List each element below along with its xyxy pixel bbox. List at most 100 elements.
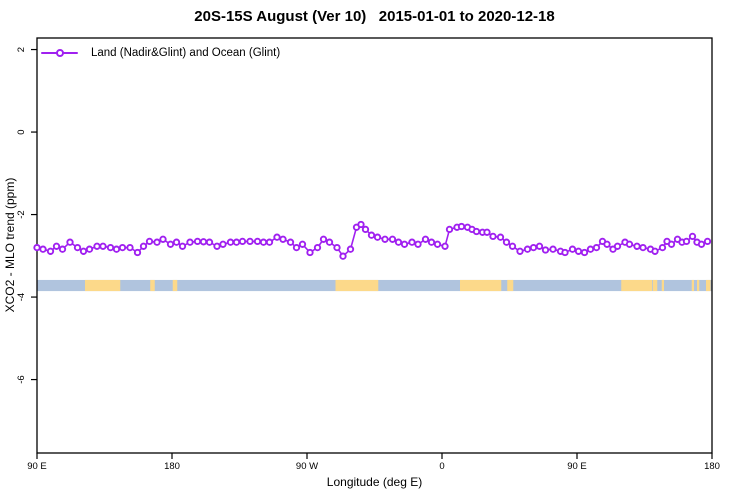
x-tick-label: 180: [164, 461, 180, 472]
data-point: [613, 242, 622, 250]
data-point: [658, 243, 667, 252]
land-segment: [150, 279, 155, 292]
data-point: [153, 238, 161, 246]
data-point: [489, 232, 497, 241]
data-point: [58, 245, 67, 253]
data-point: [99, 242, 107, 250]
data-point: [259, 238, 268, 246]
data-point: [414, 240, 422, 248]
land-segment: [85, 279, 121, 292]
data-point: [361, 225, 370, 234]
data-point: [580, 248, 589, 257]
data-point: [682, 237, 691, 246]
data-point: [516, 247, 524, 255]
data-point: [388, 235, 397, 243]
data-point: [346, 245, 355, 253]
data-point: [421, 235, 430, 243]
data-point: [313, 243, 322, 252]
data-point: [292, 243, 301, 252]
y-tick-label: -2: [16, 210, 27, 218]
legend-label: Land (Nadir&Glint) and Ocean (Glint): [91, 47, 281, 59]
land-segment: [172, 279, 178, 292]
chart-title: 20S-15S August (Ver 10) 2015-01-01 to 20…: [194, 8, 555, 25]
data-point: [106, 243, 115, 252]
data-point: [178, 242, 187, 250]
data-point: [408, 238, 416, 246]
data-point: [457, 222, 466, 231]
y-tick-label: -6: [16, 375, 27, 383]
data-point: [508, 242, 517, 250]
data-point: [339, 252, 347, 260]
data-point: [703, 237, 712, 246]
data-point: [52, 242, 61, 250]
data-point: [33, 243, 41, 252]
x-tick-label: 0: [439, 461, 444, 472]
data-point: [367, 231, 376, 239]
land-segment: [661, 279, 664, 292]
data-point: [85, 245, 94, 253]
land-segment: [697, 279, 700, 292]
data-point: [535, 242, 544, 250]
legend-circle-marker-icon: [55, 49, 64, 57]
data-point: [357, 220, 365, 229]
data-point: [232, 238, 241, 246]
data-point: [483, 228, 491, 236]
data-point: [186, 238, 194, 246]
y-tick-label: -4: [16, 293, 27, 301]
y-tick-label: 2: [16, 47, 27, 52]
data-point: [625, 240, 634, 248]
data-point: [325, 238, 334, 246]
data-point: [193, 237, 202, 246]
x-tick-label: 180: [704, 461, 720, 472]
x-tick-label: 90 E: [567, 461, 587, 472]
data-point: [159, 235, 167, 243]
data-point: [394, 238, 403, 246]
data-point: [172, 238, 181, 246]
data-point: [298, 240, 307, 248]
data-point: [226, 238, 235, 246]
data-point: [400, 240, 409, 248]
data-point: [279, 235, 287, 243]
data-point: [93, 242, 101, 250]
data-point: [433, 240, 442, 248]
data-point: [286, 238, 295, 246]
data-point: [381, 235, 389, 243]
data-point: [46, 247, 55, 255]
data-point: [306, 248, 314, 257]
land-segment: [706, 279, 711, 292]
plot-box: [36, 37, 713, 454]
data-point: [697, 240, 706, 248]
data-point: [139, 242, 148, 250]
data-point: [133, 248, 142, 257]
data-point: [126, 243, 134, 252]
data-point: [79, 247, 88, 255]
land-segment: [507, 279, 514, 292]
data-point: [118, 243, 127, 252]
land-segment: [652, 279, 658, 292]
land-segment: [460, 279, 502, 292]
data-point: [219, 240, 227, 248]
data-point: [502, 238, 511, 246]
data-point: [112, 245, 121, 253]
data-point: [145, 237, 154, 246]
data-point: [246, 237, 254, 246]
x-axis-label: Longitude (deg E): [326, 475, 423, 489]
x-tick-label: 90 E: [27, 461, 47, 472]
data-point: [568, 245, 577, 253]
data-point: [541, 246, 550, 254]
data-point: [66, 238, 74, 246]
data-point: [265, 238, 274, 246]
data-point: [633, 242, 641, 250]
land-segment: [335, 279, 379, 292]
data-point: [213, 242, 221, 250]
legend: Land (Nadir&Glint) and Ocean (Glint): [41, 47, 280, 59]
data-point: [445, 225, 454, 234]
data-point: [205, 238, 214, 246]
data-point: [441, 242, 449, 250]
data-point: [496, 233, 505, 241]
data-point: [427, 238, 436, 246]
land-segment: [691, 279, 694, 292]
x-tick-label: 90 W: [296, 461, 318, 472]
data-point: [333, 243, 341, 252]
